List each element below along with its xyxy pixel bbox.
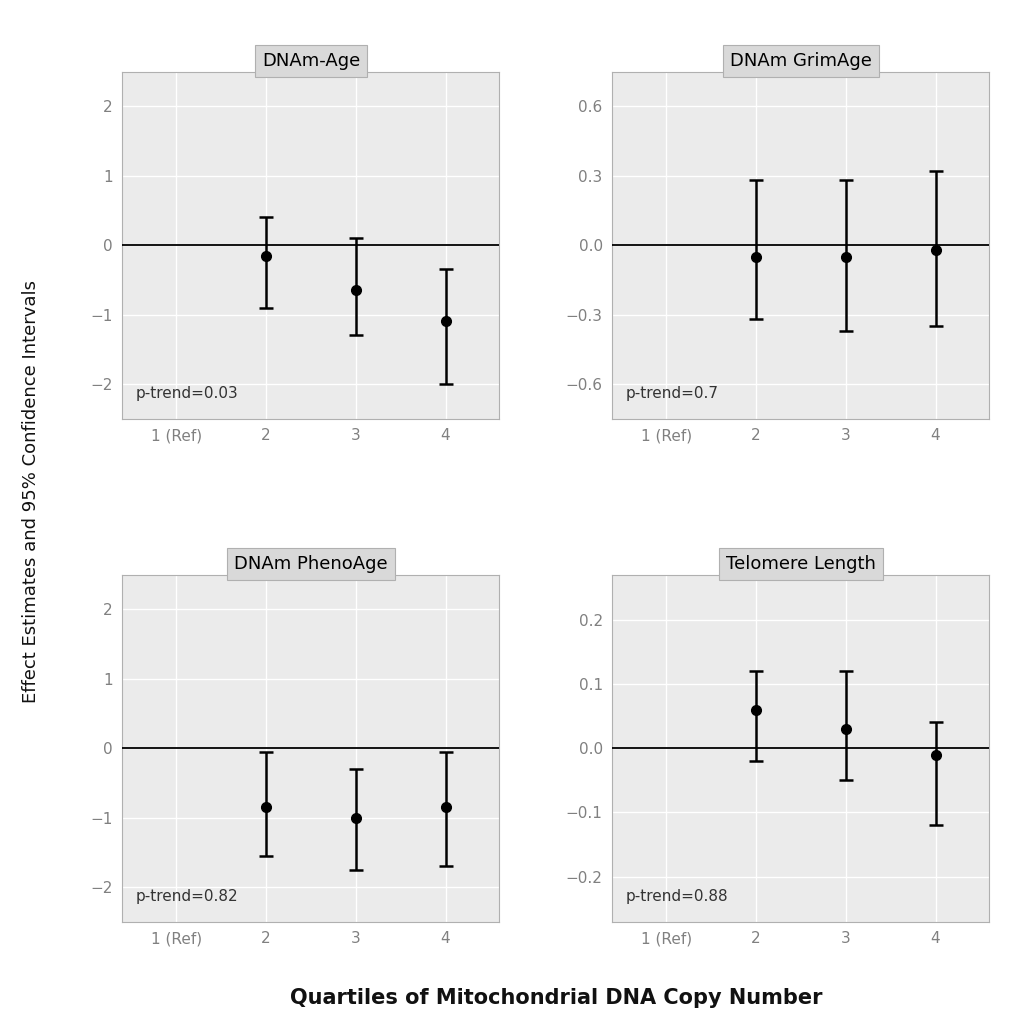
Title: Telomere Length: Telomere Length [726,555,875,573]
Title: DNAm-Age: DNAm-Age [262,52,360,70]
Text: p-trend=0.7: p-trend=0.7 [626,386,718,401]
Title: DNAm GrimAge: DNAm GrimAge [730,52,871,70]
Text: p-trend=0.88: p-trend=0.88 [626,889,728,904]
Text: p-trend=0.82: p-trend=0.82 [136,889,238,904]
Title: DNAm PhenoAge: DNAm PhenoAge [233,555,387,573]
Text: Quartiles of Mitochondrial DNA Copy Number: Quartiles of Mitochondrial DNA Copy Numb… [289,988,821,1009]
Text: p-trend=0.03: p-trend=0.03 [136,386,238,401]
Text: Effect Estimates and 95% Confidence Intervals: Effect Estimates and 95% Confidence Inte… [21,280,40,703]
